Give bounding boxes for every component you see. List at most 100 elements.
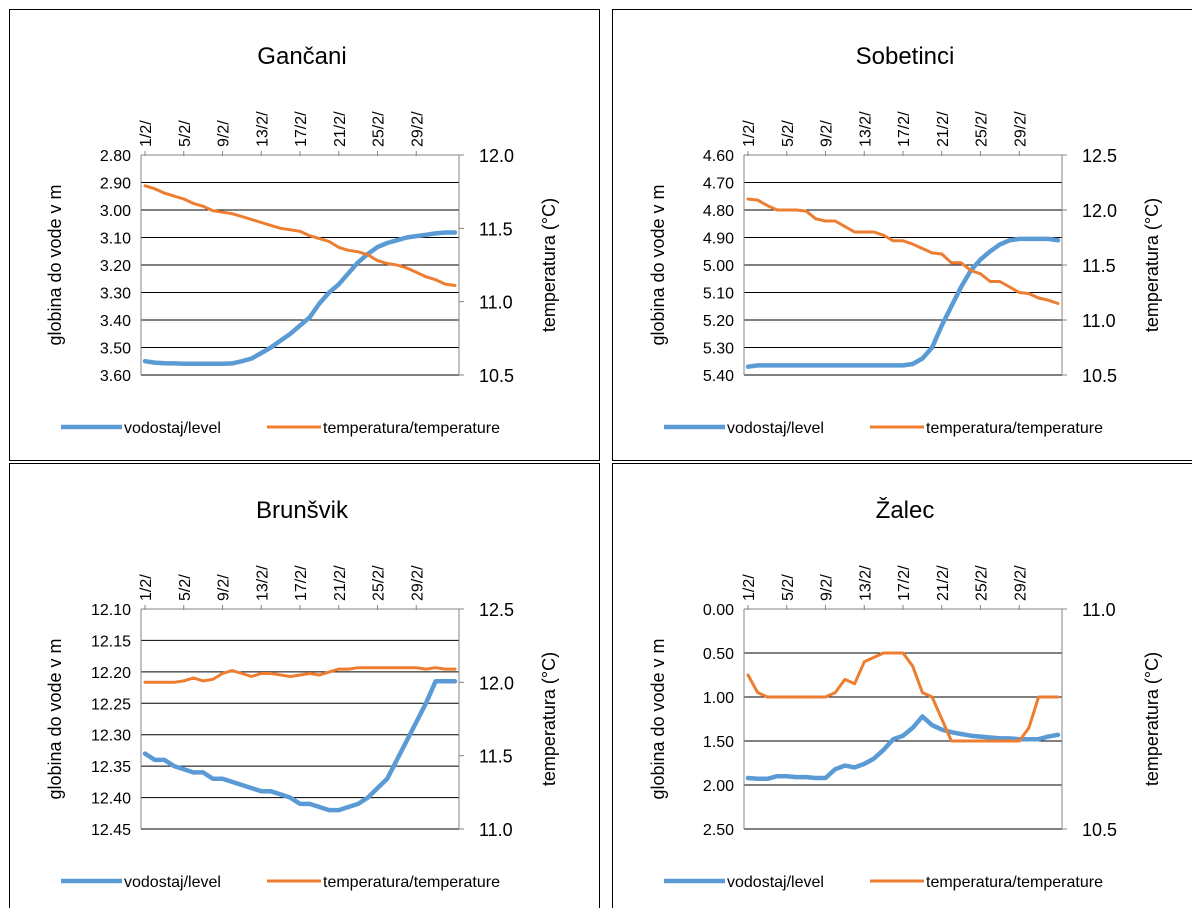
level-point [435,232,437,234]
level-point [376,246,379,248]
level-point [979,736,982,738]
temperature-point [892,240,894,242]
temperature-point [163,192,165,194]
y-tick-label: 5.20 [703,313,734,330]
chart-border [612,463,1192,908]
level-point [328,291,330,294]
temperature-point [454,668,456,670]
y-tick-label: 5.10 [703,286,734,303]
level-point [989,736,991,739]
y2-tick-label: 12.5 [1082,146,1117,166]
temperature-point [815,696,817,698]
y-tick-label: 3.00 [100,203,131,220]
level-point [1057,239,1059,241]
level-point [396,759,398,761]
legend-level-label: vodostaj/level [727,420,824,437]
level-point [202,771,204,774]
temperature-point [1018,740,1020,742]
level-point [183,768,185,770]
level-point [834,768,836,770]
level-point [883,749,885,751]
y-axis-title: globina do vode v m [648,638,668,799]
level-point [386,242,388,244]
temperature-point [863,661,865,663]
legend-temperature-label: temperatura/temperature [323,420,500,437]
temperature-point [805,210,807,212]
temperature-point [921,247,923,250]
temperature-point [405,667,408,669]
x-tick-label: 9/2/ [216,120,233,147]
temperature-point [844,678,846,680]
temperature-point [250,218,253,221]
x-tick-label: 29/2/ [409,111,426,147]
temperature-point [231,213,233,215]
x-tick-label: 9/2/ [819,120,836,147]
y-tick-label: 3.30 [100,286,131,303]
temperature-point [757,199,759,201]
level-point [844,364,846,366]
level-point [931,724,933,726]
temperature-point [231,670,233,672]
level-point [1057,734,1059,736]
temperature-point [795,696,798,698]
temperature-point [873,231,875,233]
temperature-point [970,269,972,272]
level-point [289,333,291,335]
temperature-point [824,696,827,698]
temperature-point [834,220,836,222]
level-point [338,809,340,811]
x-tick-label: 17/2/ [896,565,913,601]
temperature-point [757,692,759,694]
y2-tick-label: 11.0 [1082,600,1116,620]
y-tick-label: 4.60 [703,148,734,165]
level-point [1038,238,1040,240]
level-point [241,360,243,362]
temperature-point [299,674,301,676]
x-tick-label: 5/2/ [177,574,194,601]
level-point [173,362,175,365]
temperature-point [396,667,398,669]
temperature-point [931,696,933,698]
x-tick-label: 1/2/ [138,120,155,147]
temperature-point [221,211,224,213]
temperature-point [202,680,204,682]
temperature-point [221,672,224,675]
temperature-point [1057,302,1059,305]
level-point [824,364,827,366]
level-point [405,740,408,742]
temperature-point [270,672,272,675]
temperature-point [163,681,165,683]
y-tick-label: 12.35 [91,759,131,776]
chart-border [612,9,1192,461]
level-point [231,781,233,783]
level-point [250,357,253,360]
y-axis-title: globina do vode v m [45,638,65,799]
y-tick-label: 2.50 [703,822,734,839]
legend-level-label: vodostaj/level [124,874,221,891]
level-point [941,324,943,327]
temperature-point [435,279,437,281]
level-point [154,759,156,761]
temperature-point [202,205,204,207]
temperature-point [328,240,330,243]
temperature-point [786,209,788,211]
temperature-point [960,262,962,264]
temperature-point [1038,297,1040,299]
level-point [299,324,301,327]
level-point [931,346,933,349]
y2-tick-label: 11.0 [479,293,513,313]
level-point [318,806,320,808]
temperature-point [776,209,778,211]
level-point [960,286,962,288]
x-tick-label: 13/2/ [857,565,874,601]
temperature-point [1057,696,1059,698]
level-point [921,715,923,717]
temperature-point [173,195,175,197]
x-tick-label: 29/2/ [1012,111,1029,147]
temperature-point [192,202,195,204]
y-tick-label: 3.40 [100,313,131,330]
level-point [776,775,778,777]
level-point [766,778,768,780]
level-point [163,759,165,761]
